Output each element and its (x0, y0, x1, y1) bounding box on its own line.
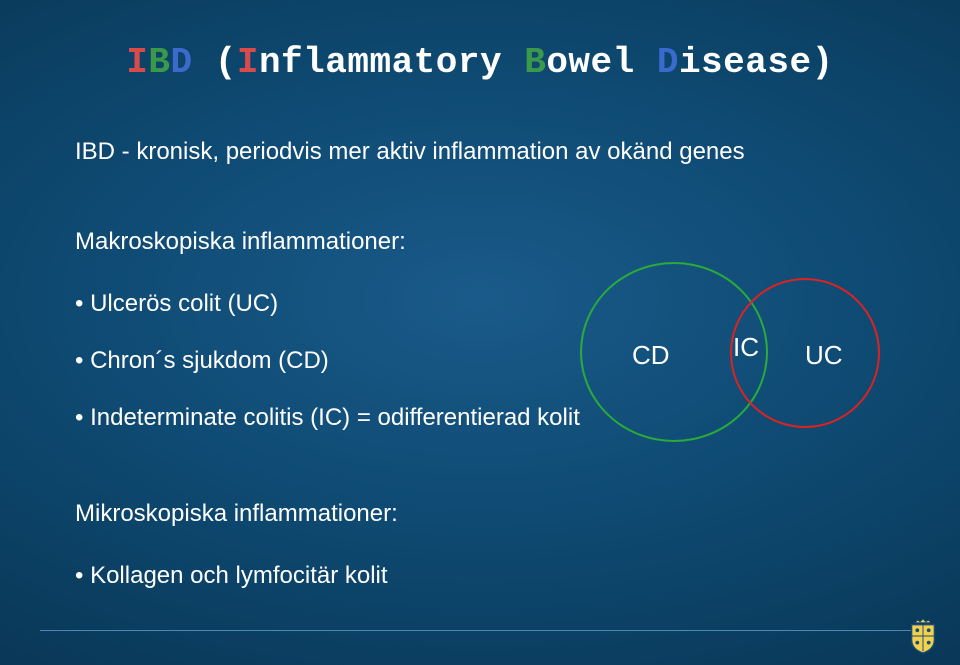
venn-diagram: CD IC UC (580, 262, 880, 462)
venn-label-uc: UC (805, 340, 843, 371)
slide-title: IBD (Inflammatory Bowel Disease) (0, 42, 960, 83)
subtitle: IBD - kronisk, periodvis mer aktiv infla… (75, 138, 745, 166)
bullet-cd: Chron´s sjukdom (CD) (75, 347, 580, 376)
slide: IBD (Inflammatory Bowel Disease) IBD - k… (0, 0, 960, 665)
title-word-isease: isease (679, 42, 812, 83)
bullet-collagen: Kollagen och lymfocitär kolit (75, 562, 388, 591)
footer-divider (40, 630, 920, 631)
title-word-I: I (237, 42, 259, 83)
bullet-list-micro: Kollagen och lymfocitär kolit (75, 562, 388, 619)
title-word-B: B (524, 42, 546, 83)
bullet-ic: Indeterminate colitis (IC) = odifferenti… (75, 404, 580, 433)
title-word-D: D (657, 42, 679, 83)
logo-icon (904, 617, 942, 655)
venn-label-cd: CD (632, 340, 670, 371)
title-word-nflammatory: nflammatory (259, 42, 524, 83)
title-paren-open: ( (193, 42, 237, 83)
title-letter-D: D (171, 42, 193, 83)
title-word-owel: owel (546, 42, 657, 83)
venn-label-ic: IC (733, 332, 759, 363)
title-paren-close: ) (812, 42, 834, 83)
title-letter-I: I (126, 42, 148, 83)
bullet-uc: Ulcerös colit (UC) (75, 290, 580, 319)
title-letter-B: B (148, 42, 170, 83)
section-heading-macro: Makroskopiska inflammationer: (75, 228, 406, 256)
bullet-list-macro: Ulcerös colit (UC) Chron´s sjukdom (CD) … (75, 290, 580, 460)
section-heading-micro: Mikroskopiska inflammationer: (75, 500, 398, 528)
